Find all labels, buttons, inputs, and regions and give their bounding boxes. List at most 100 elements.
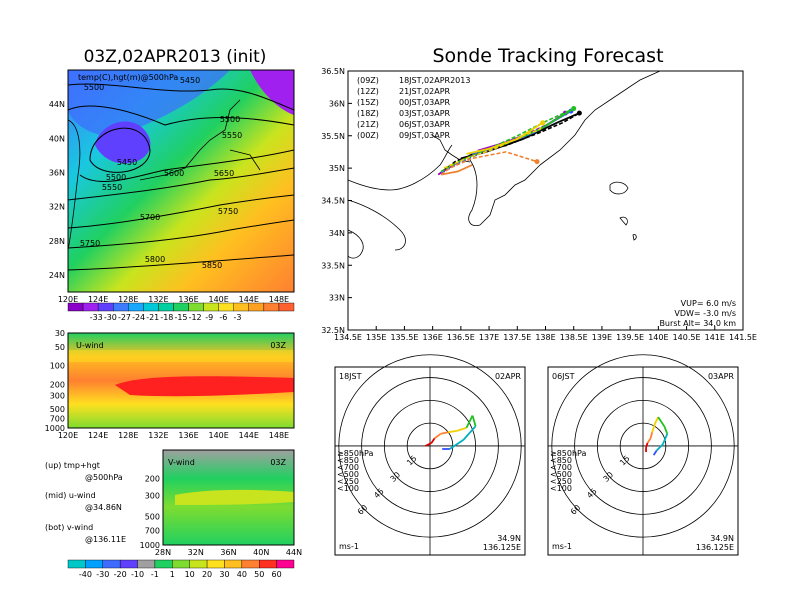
hodo-segment (661, 433, 669, 445)
colorbar-swatch (97, 302, 114, 312)
hodo-legend-item: <850 (550, 456, 572, 465)
legend-time: 06JST,03APR (399, 120, 451, 129)
track-y-ticks: 36.5N 36N 35.5N 35N 34.5N 34N 33.5N 33N 32.5N (321, 67, 352, 335)
colorbar-swatch (278, 302, 295, 312)
vwind-frame (162, 449, 295, 546)
colorbar-swatch (137, 559, 156, 569)
colorbar-label: -21 (146, 313, 159, 322)
contour-label: 5500 (106, 173, 126, 182)
z500-frame (67, 69, 295, 293)
vwind-colorbar: -40 -30 -20 -10 -1 1 10 20 30 40 50 60 (67, 559, 295, 579)
colorbar-swatch (259, 559, 277, 569)
vwind-core (175, 489, 294, 505)
colorbar-label: 30 (219, 570, 229, 579)
track-x-ticks: 134.5E 135E 135.5E 136E 136.5E 137E 137.5E 138E… (334, 326, 757, 342)
colorbar-swatch (218, 302, 234, 312)
vwind-x-ticks: 28N 32N 36N 40N 44N (155, 548, 302, 557)
colorbar-swatch (233, 302, 250, 312)
hodo-legend-item: <500 (337, 470, 359, 479)
legend-time: 00JST,03APR (399, 98, 451, 107)
legend-time: 03JST,03APR (399, 109, 451, 118)
vwind-y-ticks: 200 300 500 700 1000 (140, 475, 160, 550)
contour-label: 5750 (218, 207, 238, 216)
track-param: Burst Alt= 34.0 km (659, 319, 736, 328)
track-param: VUP= 6.0 m/s (681, 299, 736, 308)
vwind-x-tick-label: 36N (220, 548, 236, 557)
contour-label: 5550 (102, 183, 122, 192)
hodo-legend-item: <100 (550, 484, 572, 493)
hodo-segment (462, 425, 477, 441)
colorbar-label: -20 (114, 570, 127, 579)
track-y-tick-label: 35N (329, 164, 345, 173)
track-x-tick-label: 135.5E (390, 333, 418, 342)
colorbar-swatch (67, 559, 86, 569)
track-x-tick-label: 138.5E (560, 333, 588, 342)
hodo-units: ms-1 (552, 542, 572, 551)
contour-label: 5650 (214, 169, 234, 178)
legend-run: (12Z) (357, 87, 379, 96)
colorbar-label: -12 (189, 313, 202, 322)
track-descent-21Z (466, 122, 544, 155)
vwind-y-tick-label: 1000 (140, 541, 160, 550)
colorbar-swatch (224, 559, 243, 569)
track-x-tick-label: 140E (648, 333, 668, 342)
track-y-tick-label: 33.5N (321, 261, 345, 270)
uwind-x-tick-label: 136E (178, 431, 198, 440)
uwind-x-tick-label: 132E (148, 431, 168, 440)
uwind-x-tick-label: 120E (58, 431, 78, 440)
hodo-date: 03APR (708, 372, 734, 381)
track-x-tick-label: 137.5E (503, 333, 531, 342)
z500-y-tick-label: 28N (49, 237, 65, 246)
contour-label: 5500 (220, 115, 240, 124)
uwind-jet-core (115, 376, 294, 397)
uwind-y-tick-label: 700 (50, 414, 65, 423)
caption-bot: (bot) v-wind (45, 523, 93, 532)
caption-up: (up) tmp+hgt (45, 461, 100, 470)
contour-label: 5700 (140, 213, 160, 222)
burst-point-21Z (540, 120, 546, 126)
uwind-y-tick-label: 300 (50, 391, 65, 400)
uwind-x-tick-label: 128E (118, 431, 138, 440)
z500-x-tick-label: 132E (148, 295, 168, 304)
colorbar-swatch (263, 302, 280, 312)
track-x-tick-label: 136E (422, 333, 442, 342)
colorbar-label: -30 (96, 570, 109, 579)
contour-label: 5500 (84, 83, 104, 92)
colorbar-label: 60 (272, 570, 282, 579)
hodo-legend-item: <250 (550, 477, 572, 486)
track-y-tick-label: 34.5N (321, 197, 345, 206)
colorbar-label: -24 (132, 313, 145, 322)
hodo-segment (430, 437, 436, 444)
colorbar-swatch (276, 559, 295, 569)
colorbar-swatch (85, 559, 103, 569)
track-x-tick-label: 135E (366, 333, 386, 342)
main-title: Sonde Tracking Forecast (432, 45, 663, 67)
caption-bot-lon: @136.11E (85, 535, 126, 544)
hodo-segment (656, 443, 664, 452)
colorbar-label: -10 (131, 570, 144, 579)
uwind-y-tick-label: 500 (50, 405, 65, 414)
colorbar-swatch (241, 559, 260, 569)
vwind-y-tick-label: 200 (145, 475, 160, 484)
track-panel: (09Z) 18JST,02APR2013 (12Z) 21JST,02APR (15Z… (321, 67, 757, 342)
colorbar-swatch (248, 302, 265, 312)
legend-time: 09JST,03APR (399, 131, 451, 140)
colorbar-swatch (203, 302, 219, 312)
track-frame (347, 70, 744, 331)
uwind-x-tick-label: 148E (269, 431, 289, 440)
colorbar-label: 10 (185, 570, 195, 579)
colorbar-swatch (154, 559, 173, 569)
uwind-mid-band (68, 350, 294, 362)
uwind-x-tick-label: 144E (239, 431, 259, 440)
z500-y-tick-label: 36N (49, 168, 65, 177)
track-x-tick-label: 140.5E (673, 333, 701, 342)
colorbar-label: 50 (254, 570, 264, 579)
track-x-tick-label: 138E (535, 333, 555, 342)
hodo-segment (652, 450, 658, 456)
hodo-segment (449, 439, 464, 450)
track-lines (437, 106, 582, 176)
colorbar-swatch (172, 559, 190, 569)
